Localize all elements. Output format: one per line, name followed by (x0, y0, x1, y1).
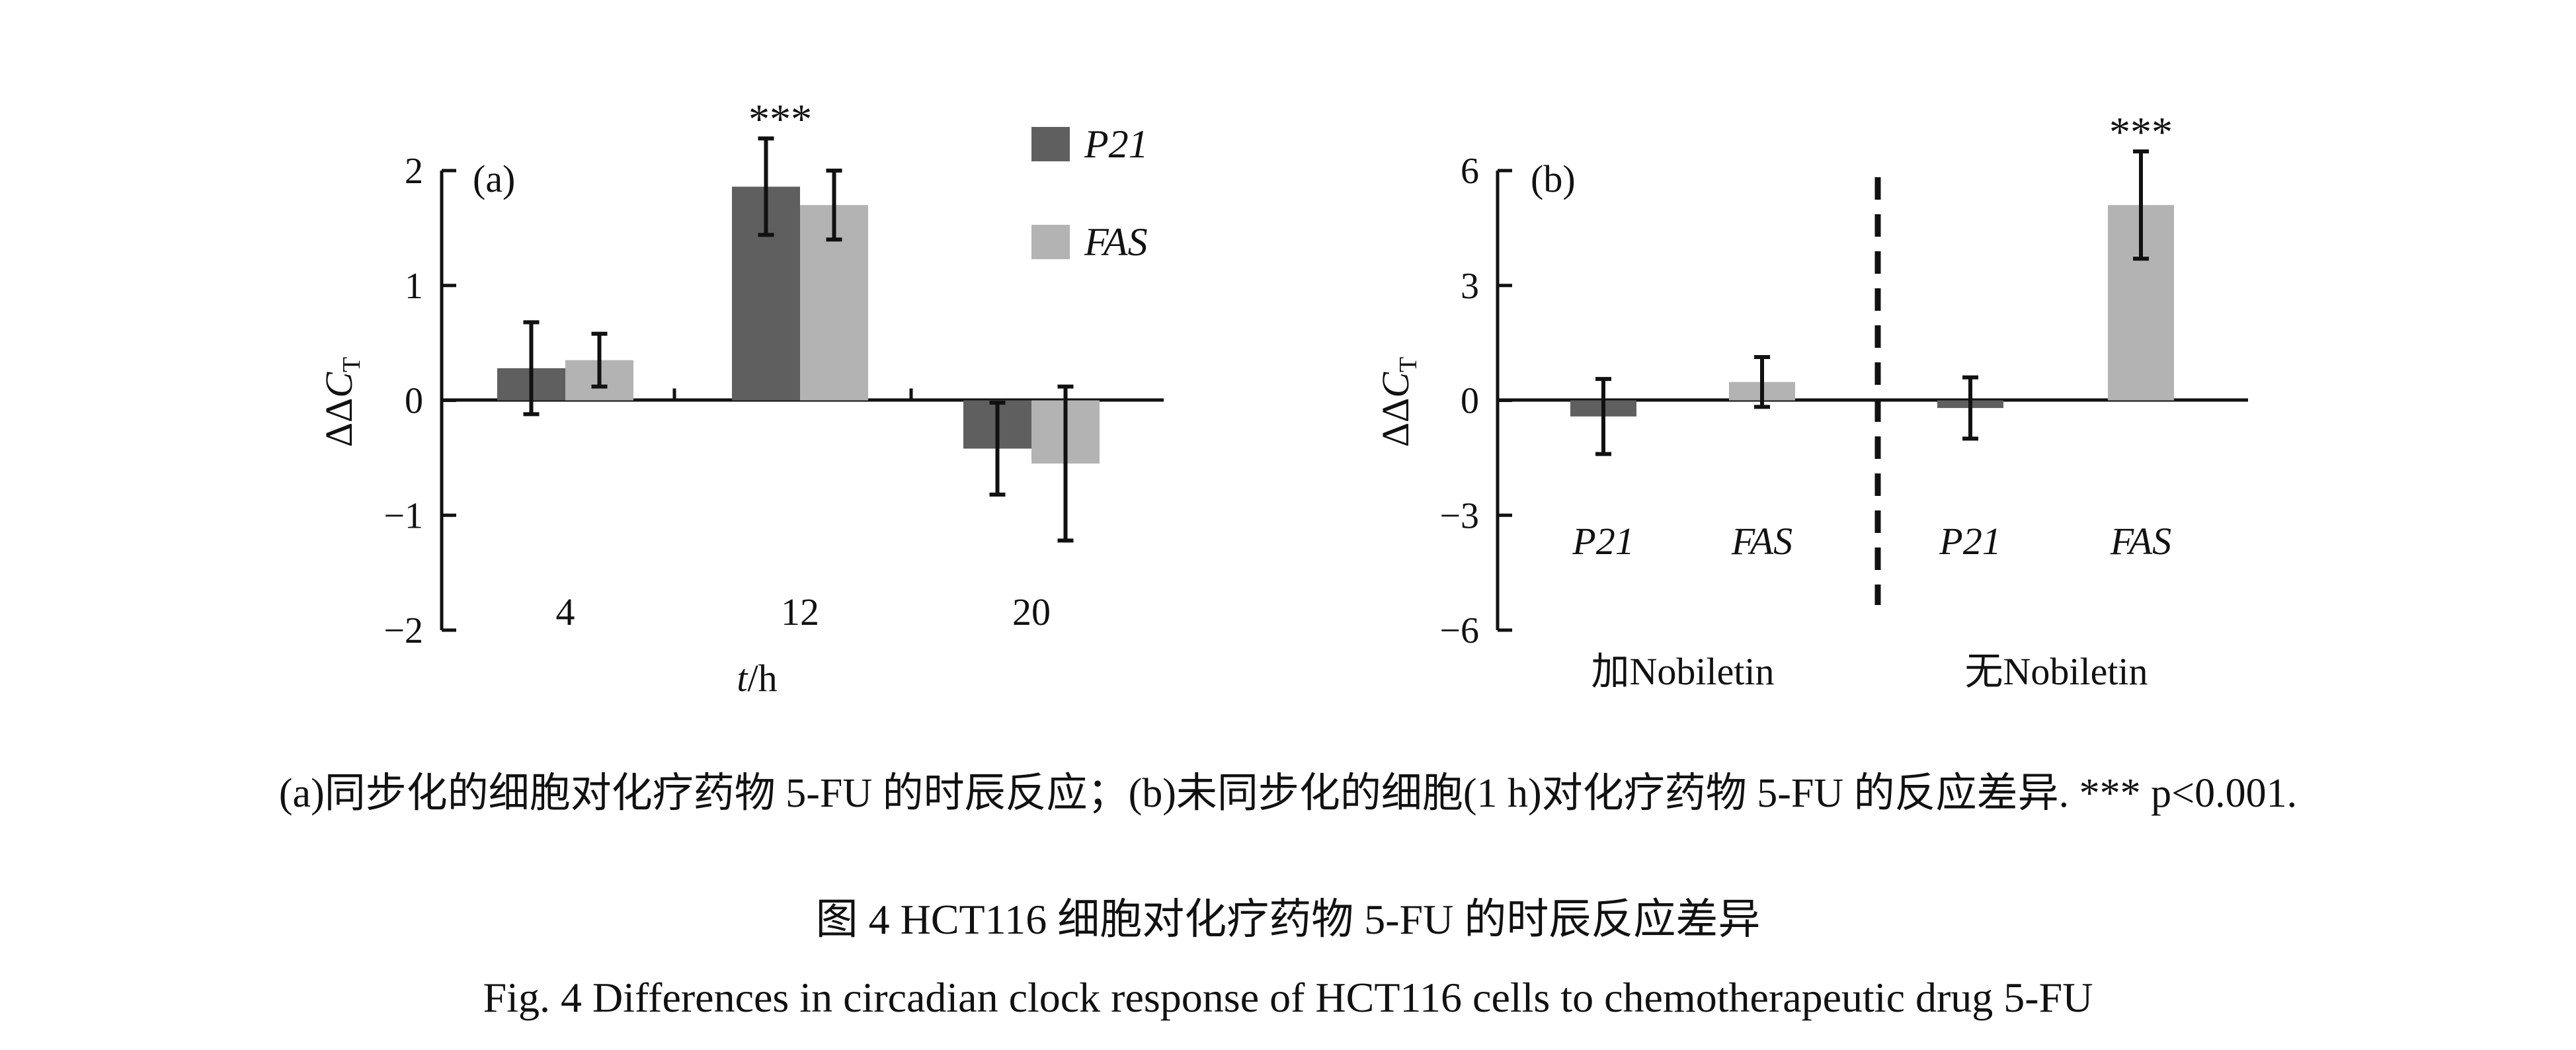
panel-b-y-axis-label: ΔΔCT (1374, 357, 1422, 448)
panel-a-y-axis-label: ΔΔCT (317, 357, 366, 448)
caption-title-en: Fig. 4 Differences in circadian clock re… (483, 974, 2093, 1021)
y-tick-label: −3 (1439, 495, 1479, 536)
legend-swatch (1031, 127, 1070, 161)
panel-a-x-axis-label: t/h (737, 657, 777, 700)
x-tick-label: 12 (781, 590, 819, 633)
bar-label: FAS (2110, 520, 2171, 563)
significance-marker: *** (2109, 108, 2173, 155)
y-tick-label: 6 (1461, 151, 1479, 192)
y-tick-label: −2 (383, 610, 423, 651)
bar-label: P21 (1572, 520, 1634, 563)
caption-title-cn: 图 4 HCT116 细胞对化疗药物 5-FU 的时辰反应差异 (816, 896, 1761, 943)
panel-b-label: (b) (1531, 157, 1576, 200)
significance-marker: *** (748, 95, 812, 142)
bar-label: P21 (1939, 520, 2001, 563)
panel-b-marks: 6 3 0 −3 −6 P21 FAS P21 FAS *** 加Nobiletin 无Nobilet… (1439, 108, 2174, 693)
legend-label: P21 (1084, 122, 1148, 166)
group-label: 无Nobiletin (1964, 650, 2148, 693)
y-tick-label: 1 (405, 266, 423, 307)
legend-label: FAS (1084, 220, 1148, 264)
group-label: 加Nobiletin (1591, 650, 1774, 693)
y-tick-label: 0 (405, 381, 423, 422)
panel-a-label: (a) (473, 157, 515, 200)
bar-label: FAS (1731, 520, 1792, 563)
panel-b: (b) ΔΔCT (1374, 157, 2248, 630)
y-tick-label: 0 (1461, 381, 1479, 422)
caption-subtitle: (a)同步化的细胞对化疗药物 5-FU 的时辰反应；(b)未同步化的细胞(1 h… (279, 771, 2297, 816)
legend-swatch (1031, 225, 1070, 259)
panel-a-marks: 2 1 0 −1 −2 4 12 20 *** P21 FAS (383, 95, 1148, 651)
y-tick-label: 3 (1461, 266, 1479, 307)
x-tick-label: 4 (556, 590, 575, 633)
y-tick-label: −1 (383, 495, 423, 536)
y-tick-label: 2 (405, 151, 423, 192)
y-tick-label: −6 (1439, 610, 1479, 651)
x-tick-label: 20 (1012, 590, 1051, 633)
